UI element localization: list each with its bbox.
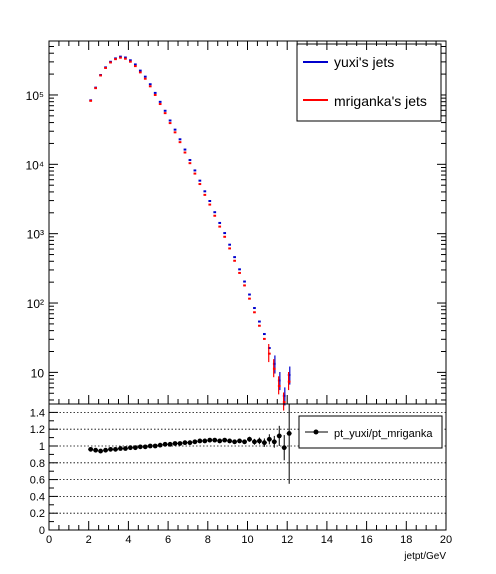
ratio-point <box>167 441 173 447</box>
x-tick-label: 16 <box>360 534 372 546</box>
ratio-point <box>118 446 123 451</box>
ratio-point <box>98 448 104 454</box>
ratio-point <box>172 441 178 446</box>
ratio-point <box>147 443 153 449</box>
upper-y-tick-label: 10⁴ <box>25 158 44 172</box>
x-tick-label: 2 <box>86 534 92 546</box>
ratio-point <box>276 433 282 439</box>
legend-label-ratio: pt_yuxi/pt_mriganka <box>334 428 433 440</box>
ratio-point <box>202 438 208 444</box>
upper-legend: yuxi's jets mriganka's jets <box>296 43 442 122</box>
ratio-point <box>207 437 213 443</box>
legend-marker-ratio <box>313 429 319 435</box>
ratio-point <box>217 438 223 444</box>
lower-y-tick-label: 0.2 <box>30 508 45 520</box>
x-axis-label: jetpt/GeV <box>403 551 446 562</box>
ratio-point <box>182 440 188 446</box>
ratio-point <box>197 438 203 444</box>
ratio-point <box>177 441 183 446</box>
ratio-point <box>266 436 272 442</box>
x-tick-label: 18 <box>400 534 412 546</box>
lower-y-axis: 0 0.2 0.4 0.6 0.8 1 1.2 1.4 <box>30 403 58 537</box>
upper-histogram-marks <box>89 55 291 411</box>
x-tick-label: 20 <box>440 534 452 546</box>
x-tick-label: 10 <box>241 534 253 546</box>
ratio-point <box>162 441 168 447</box>
ratio-point <box>192 439 198 445</box>
ratio-point <box>232 439 237 445</box>
ratio-point <box>108 446 113 452</box>
ratio-point <box>257 438 262 444</box>
ratio-point <box>261 440 267 446</box>
ratio-point <box>212 437 218 443</box>
upper-y-tick-label: 10³ <box>27 228 44 242</box>
lower-y-tick-label: 0.4 <box>30 491 45 503</box>
ratio-point <box>247 436 252 442</box>
upper-y-tick-label: 10 <box>31 366 45 380</box>
ratio-point <box>222 437 228 443</box>
ratio-point <box>281 445 287 451</box>
ratio-point <box>252 439 257 445</box>
ratio-point <box>242 439 247 445</box>
legend-label-yuxi: yuxi's jets <box>334 54 394 70</box>
ratio-point <box>103 447 108 453</box>
ratio-point <box>93 447 99 453</box>
ratio-point <box>137 444 143 450</box>
ratio-point <box>113 446 118 452</box>
ratio-point <box>157 442 163 448</box>
ratio-point <box>271 439 277 445</box>
legend-label-mriganka: mriganka's jets <box>334 93 427 109</box>
x-tick-label: 8 <box>205 534 211 546</box>
lower-y-tick-label: 0.8 <box>30 458 45 470</box>
ratio-point <box>237 438 242 444</box>
ratio-point <box>88 446 94 452</box>
ratio-point <box>227 438 233 444</box>
ratio-point <box>132 445 138 451</box>
x-axis: 0 2 4 6 8 10 12 14 16 18 20 <box>46 41 452 546</box>
lower-y-tick-label: 1.2 <box>30 424 45 436</box>
upper-y-tick-label: 10⁵ <box>26 89 44 103</box>
upper-y-tick-label: 10² <box>27 297 44 311</box>
x-tick-label: 14 <box>321 534 333 546</box>
ratio-point <box>187 440 193 446</box>
lower-legend: pt_yuxi/pt_mriganka <box>298 415 443 449</box>
ratio-marks <box>88 404 292 484</box>
ratio-point <box>127 445 133 451</box>
ratio-point <box>286 431 292 436</box>
lower-y-tick-label: 1 <box>39 441 45 453</box>
x-tick-label: 4 <box>125 534 131 546</box>
lower-y-tick-label: 0 <box>39 525 45 537</box>
x-tick-label: 6 <box>165 534 171 546</box>
x-tick-label: 12 <box>281 534 293 546</box>
lower-y-tick-label: 1.4 <box>30 407 45 419</box>
ratio-point <box>123 446 128 451</box>
ratio-point <box>152 443 158 449</box>
upper-legend-box <box>296 43 442 122</box>
x-tick-label: 0 <box>46 534 52 546</box>
ratio-point <box>142 444 148 450</box>
lower-y-tick-label: 0.6 <box>30 475 45 487</box>
